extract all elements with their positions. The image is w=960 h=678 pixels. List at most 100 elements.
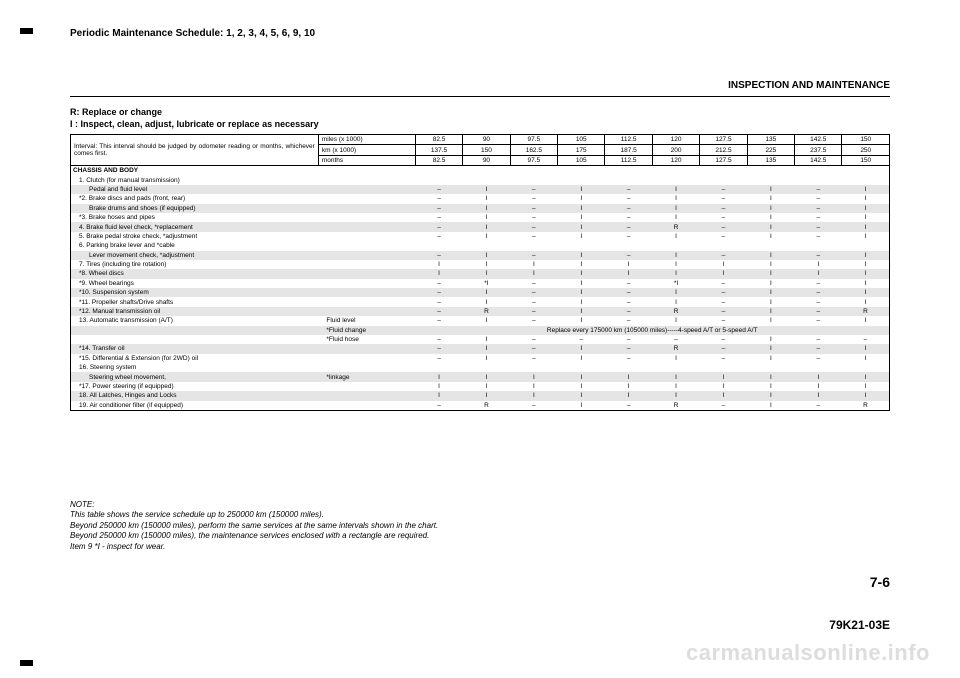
header-value: 127.5 [700,155,747,165]
row-extra [318,176,415,185]
header-value: 105 [558,135,605,145]
cell-value: I [415,269,462,278]
cell-value: I [510,382,557,391]
header-value: 150 [842,155,890,165]
cell-value: I [558,288,605,297]
cell-value: I [463,344,510,353]
cell-value: I [747,288,794,297]
row-label: *15. Differential & Extension (for 2WD) … [71,354,319,363]
cell-value: – [415,251,462,260]
empty-cells [415,176,889,185]
row-extra [318,194,415,203]
cell-value: – [605,354,652,363]
cell-value: I [652,194,699,203]
header-value: 97.5 [510,155,557,165]
cell-value: *I [652,279,699,288]
cell-value: – [510,307,557,316]
cell-value: – [700,307,747,316]
cell-value: I [652,260,699,269]
cell-value: I [463,251,510,260]
cell-value: – [700,194,747,203]
cell-value: – [510,344,557,353]
cell-value: – [605,316,652,325]
cell-value: I [652,185,699,194]
section-heading: CHASSIS AND BODY [71,166,890,176]
cell-value: I [415,372,462,381]
row-extra [318,213,415,222]
notes-block: NOTE: This table shows the service sched… [70,500,438,552]
cell-value: – [605,204,652,213]
cell-value: – [605,232,652,241]
cell-value: – [700,354,747,363]
row-extra [318,185,415,194]
cell-value: I [652,354,699,363]
note-line: Item 9 *I - inspect for wear. [70,542,438,552]
cell-value: R [652,344,699,353]
cell-value: – [652,335,699,344]
header-value: 225 [747,145,794,155]
cell-value: – [510,204,557,213]
cell-value: – [510,232,557,241]
cell-value: I [652,269,699,278]
note-line: Beyond 250000 km (150000 miles), perform… [70,521,438,531]
row-extra [318,288,415,297]
cell-value: – [605,213,652,222]
header-value: 135 [747,135,794,145]
legend-line-1: R: Replace or change [70,107,319,119]
row-extra [318,204,415,213]
row-label: *12. Manual transmission oil [71,307,319,316]
cell-value: – [795,232,842,241]
crop-mark-bottom [20,660,33,666]
cell-value: – [510,185,557,194]
cell-value: I [510,269,557,278]
cell-value: – [415,297,462,306]
cell-value: – [415,213,462,222]
row-label: Pedal and fluid level [71,185,319,194]
cell-value: I [605,260,652,269]
row-extra [318,260,415,269]
cell-value: I [842,251,890,260]
notes-title: NOTE: [70,500,438,510]
cell-value: – [605,222,652,231]
cell-value: I [795,269,842,278]
row-label: Steering wheel movement, [71,372,319,381]
cell-value: I [558,382,605,391]
row-label [71,335,319,344]
row-extra [318,251,415,260]
cell-value: I [747,269,794,278]
cell-value: I [558,316,605,325]
cell-value: I [747,213,794,222]
header-value: 175 [558,145,605,155]
cell-value: I [652,251,699,260]
row-extra [318,232,415,241]
cell-value: – [700,335,747,344]
cell-value: I [605,269,652,278]
cell-value: I [558,297,605,306]
cell-value: – [605,307,652,316]
cell-value: – [510,194,557,203]
cell-value: – [795,213,842,222]
cell-value: R [842,401,890,411]
header-value: 142.5 [795,155,842,165]
row-extra [318,269,415,278]
row-label [71,326,319,335]
header-value: 90 [463,155,510,165]
cell-value: – [700,204,747,213]
row-label: *14. Transfer oil [71,344,319,353]
header-value: 112.5 [605,135,652,145]
cell-value: – [795,251,842,260]
note-line: This table shows the service schedule up… [70,510,438,520]
cell-value: – [795,204,842,213]
watermark: carmanualsonline.info [686,640,930,666]
cell-value: R [463,307,510,316]
cell-value: – [700,297,747,306]
cell-value: I [842,372,890,381]
row-label: Brake drums and shoes (if equipped) [71,204,319,213]
cell-value: I [558,204,605,213]
cell-value: I [463,354,510,363]
cell-value: *I [463,279,510,288]
cell-value: I [463,297,510,306]
cell-value: – [700,232,747,241]
cell-value: – [510,251,557,260]
cell-value: – [795,316,842,325]
